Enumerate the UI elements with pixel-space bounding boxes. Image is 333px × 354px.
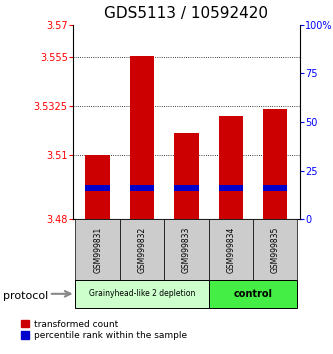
Bar	[86, 155, 110, 219]
FancyBboxPatch shape	[253, 219, 297, 280]
Text: control: control	[233, 289, 273, 299]
Text: GSM999834: GSM999834	[226, 226, 235, 273]
FancyBboxPatch shape	[209, 219, 253, 280]
Bar	[263, 109, 287, 219]
Bar	[263, 185, 287, 191]
FancyBboxPatch shape	[76, 219, 120, 280]
Legend: transformed count, percentile rank within the sample: transformed count, percentile rank withi…	[21, 320, 187, 340]
FancyBboxPatch shape	[164, 219, 209, 280]
Text: GSM999833: GSM999833	[182, 226, 191, 273]
Title: GDS5113 / 10592420: GDS5113 / 10592420	[105, 6, 268, 21]
Text: GSM999832: GSM999832	[138, 227, 147, 273]
Bar	[86, 185, 110, 191]
Bar	[130, 56, 154, 219]
Text: GSM999831: GSM999831	[93, 227, 102, 273]
FancyBboxPatch shape	[120, 219, 164, 280]
Bar	[174, 133, 199, 219]
Bar	[130, 185, 154, 191]
Text: protocol: protocol	[3, 291, 49, 301]
Bar	[174, 185, 199, 191]
FancyBboxPatch shape	[209, 280, 297, 308]
FancyBboxPatch shape	[76, 280, 209, 308]
Text: Grainyhead-like 2 depletion: Grainyhead-like 2 depletion	[89, 289, 195, 298]
Bar	[219, 185, 243, 191]
Bar	[219, 116, 243, 219]
Text: GSM999835: GSM999835	[271, 226, 280, 273]
